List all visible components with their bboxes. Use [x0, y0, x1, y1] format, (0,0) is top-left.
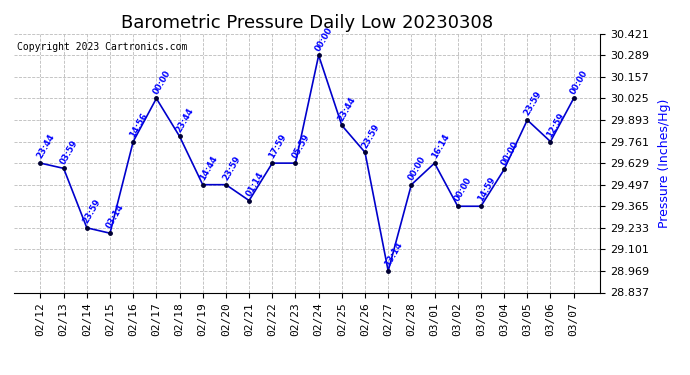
Text: 00:00: 00:00	[151, 68, 172, 96]
Text: 05:59: 05:59	[290, 133, 312, 160]
Text: 00:00: 00:00	[406, 154, 427, 182]
Text: 14:44: 14:44	[198, 154, 219, 182]
Text: 14:56: 14:56	[128, 111, 150, 139]
Text: 16:14: 16:14	[430, 133, 451, 160]
Text: 23:44: 23:44	[337, 95, 358, 123]
Text: 00:00: 00:00	[453, 176, 474, 204]
Title: Barometric Pressure Daily Low 20230308: Barometric Pressure Daily Low 20230308	[121, 14, 493, 32]
Text: 23:59: 23:59	[360, 122, 381, 150]
Text: 23:59: 23:59	[522, 90, 543, 117]
Text: 23:59: 23:59	[221, 154, 242, 182]
Text: 14:59: 14:59	[476, 176, 497, 204]
Y-axis label: Pressure (Inches/Hg): Pressure (Inches/Hg)	[658, 99, 671, 228]
Text: 23:44: 23:44	[35, 133, 57, 160]
Text: 00:00: 00:00	[499, 140, 520, 167]
Text: 12:59: 12:59	[545, 111, 566, 139]
Text: 01:14: 01:14	[244, 170, 265, 198]
Text: 23:44: 23:44	[175, 106, 196, 134]
Text: 03:59: 03:59	[59, 138, 79, 166]
Text: 17:59: 17:59	[267, 133, 288, 160]
Text: 00:00: 00:00	[569, 68, 590, 96]
Text: 23:59: 23:59	[82, 198, 103, 225]
Text: Copyright 2023 Cartronics.com: Copyright 2023 Cartronics.com	[17, 42, 187, 51]
Text: 03:14: 03:14	[105, 203, 126, 230]
Text: 13:14: 13:14	[383, 240, 404, 268]
Text: 00:00: 00:00	[314, 25, 335, 52]
